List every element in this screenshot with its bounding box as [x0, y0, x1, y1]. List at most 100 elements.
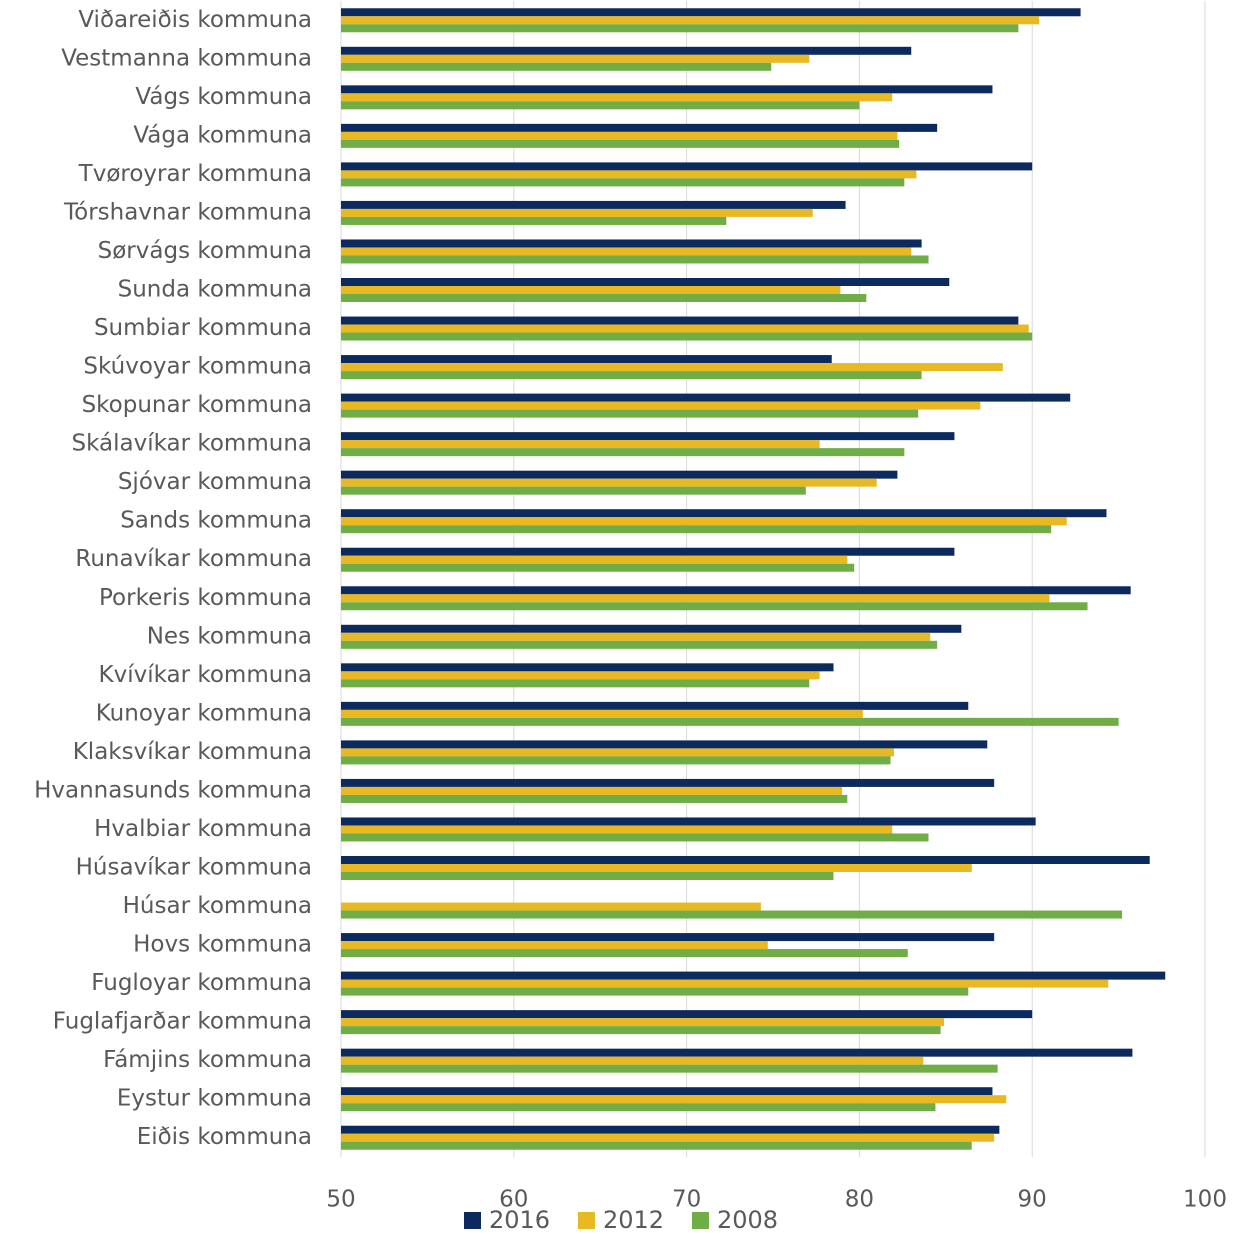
y-tick-label: Vestmanna kommuna	[61, 45, 312, 71]
bar	[341, 825, 893, 834]
bar	[341, 679, 810, 688]
bar	[341, 525, 1052, 534]
bar	[341, 123, 938, 132]
bar	[341, 632, 931, 641]
y-tick-label: Skálavíkar kommuna	[71, 431, 312, 457]
y-tick-label: Húsavíkar kommuna	[76, 855, 312, 881]
bar	[341, 547, 955, 556]
bar	[341, 778, 995, 787]
y-tick-label: Runavíkar kommuna	[75, 546, 312, 572]
x-tick-label: 70	[672, 1187, 701, 1213]
bar	[341, 786, 843, 795]
legend-swatch	[692, 1212, 709, 1229]
legend-swatch	[578, 1212, 595, 1229]
bar	[341, 594, 1050, 603]
y-tick-label: Hovs kommuna	[133, 932, 312, 958]
bar	[341, 1133, 995, 1142]
legend-swatch	[464, 1212, 481, 1229]
bar	[341, 1103, 936, 1112]
bar	[341, 294, 867, 302]
bar	[341, 24, 1019, 33]
y-tick-label: Húsar kommuna	[123, 893, 312, 919]
bar	[341, 1141, 972, 1150]
bar	[341, 62, 772, 71]
bar	[341, 46, 912, 55]
bar	[341, 856, 1150, 864]
bar	[341, 517, 1067, 526]
x-tick-label: 50	[326, 1187, 355, 1213]
bar	[341, 208, 813, 217]
bar	[341, 794, 848, 803]
x-tick-label: 100	[1183, 1187, 1227, 1213]
y-tick-label: Hvannasunds kommuna	[34, 777, 312, 803]
bar	[341, 316, 1019, 325]
y-tick-label: Kunoyar kommuna	[96, 700, 312, 726]
bar	[341, 748, 894, 757]
bar	[341, 1026, 941, 1035]
bar	[341, 93, 893, 102]
legend-label: 2008	[717, 1206, 778, 1234]
bar	[341, 139, 900, 148]
bar	[341, 486, 806, 495]
bar	[341, 170, 917, 179]
bar	[341, 278, 950, 286]
y-tick-label: Sjóvar kommuna	[118, 469, 312, 495]
bar	[341, 1056, 924, 1065]
bar	[341, 1087, 993, 1096]
x-tick-label: 60	[499, 1187, 528, 1213]
y-tick-label: Kvívíkar kommuna	[99, 662, 313, 688]
y-tick-label: Eiðis kommuna	[137, 1124, 312, 1150]
x-tick-label: 90	[1018, 1187, 1047, 1213]
bar	[341, 409, 919, 418]
bar	[341, 941, 768, 950]
bar	[341, 1048, 1133, 1057]
bar	[341, 200, 846, 209]
y-tick-label: Tórshavnar kommuna	[63, 199, 312, 225]
bar	[341, 478, 877, 487]
y-tick-label: Fámjins kommuna	[103, 1047, 312, 1073]
bar	[341, 324, 1029, 333]
y-tick-label: Nes kommuna	[147, 623, 312, 649]
y-tick-label: Vágs kommuna	[135, 84, 312, 110]
y-tick-label: Fugloyar kommuna	[91, 970, 312, 996]
bar	[341, 448, 905, 457]
bar	[341, 509, 1107, 518]
bar	[341, 671, 820, 680]
y-tick-label: Porkeris kommuna	[99, 585, 312, 611]
y-tick-label: Sands kommuna	[120, 508, 312, 534]
bar	[341, 624, 962, 633]
bar	[341, 85, 993, 94]
bar	[341, 8, 1081, 17]
bar	[341, 740, 988, 749]
bar	[341, 817, 1036, 826]
bar	[341, 131, 898, 140]
bar	[341, 470, 898, 479]
bar	[341, 440, 820, 449]
legend-label: 2012	[603, 1206, 664, 1234]
bar	[341, 987, 969, 996]
y-tick-label: Skopunar kommuna	[82, 392, 312, 418]
bar	[341, 239, 922, 248]
y-tick-label: Fuglafjarðar kommuna	[53, 1009, 312, 1035]
bar	[341, 1064, 998, 1073]
bar	[341, 555, 848, 564]
bar	[341, 709, 863, 718]
y-tick-label: Sumbiar kommuna	[94, 315, 312, 341]
bar	[341, 717, 1119, 726]
bar	[341, 355, 832, 364]
bar	[341, 401, 981, 410]
legend-label: 2016	[489, 1206, 550, 1234]
bar	[341, 563, 855, 572]
bar	[341, 393, 1071, 402]
bar	[341, 640, 938, 649]
bar	[341, 54, 810, 63]
y-tick-label: Vága kommuna	[133, 122, 312, 148]
bar	[341, 286, 841, 294]
bar	[341, 864, 972, 872]
bar	[341, 1095, 1007, 1104]
bar	[341, 602, 1088, 611]
bar	[341, 178, 905, 187]
bar	[341, 363, 1003, 372]
bar	[341, 1125, 1000, 1134]
bar	[341, 902, 761, 911]
